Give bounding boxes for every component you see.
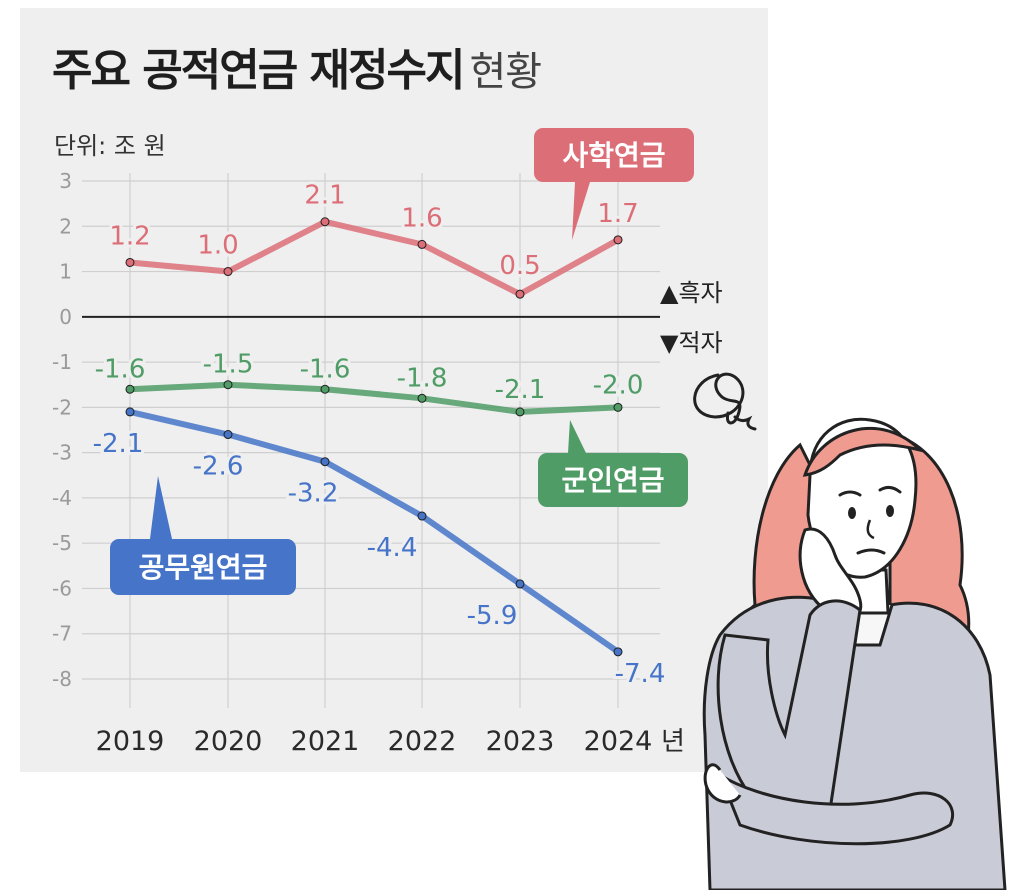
callout-box-private_school [534, 128, 694, 182]
data-point-civil_servant [613, 647, 623, 657]
data-point-military [125, 384, 135, 394]
data-point-military [515, 407, 525, 417]
data-point-private_school [613, 235, 623, 245]
data-label-halo: 0.5 [499, 251, 540, 281]
chart-svg: 3 2 1 0 -1 -2 -3 -4 -5 -6 -7 -8 2019 2020 2021 2022 2023… [52, 128, 723, 757]
data-point-military [223, 380, 233, 390]
data-label-private_school: 1.6 [401, 203, 442, 233]
callout-box-civil_servant [110, 539, 296, 595]
data-label-private_school: 1.7 [597, 199, 638, 229]
data-label-halo: -4.4 [367, 533, 418, 563]
deficit-indicator: ▼적자 [660, 329, 723, 357]
worried-woman-illustration [693, 372, 1007, 890]
data-label-private_school: 1.2 [109, 221, 150, 251]
data-label-private_school: 2.1 [304, 181, 345, 211]
data-point-military [613, 402, 623, 412]
x-tick-label-2019: 2019 [96, 726, 165, 757]
callout-box-military [538, 453, 688, 507]
data-label-halo: -2.1 [495, 375, 546, 405]
data-label-civil_servant: -2.6 [193, 452, 244, 482]
data-label-civil_servant: -2.1 [93, 429, 144, 459]
data-point-private_school [223, 267, 233, 277]
callout-tail-military [568, 420, 586, 453]
data-label-halo: -1.6 [300, 354, 351, 384]
x-tick-label-2022: 2022 [388, 726, 457, 757]
y-tick-label: -7 [52, 622, 72, 646]
y-tick-label: 3 [59, 169, 72, 193]
y-tick-label: 2 [59, 214, 72, 238]
data-point-civil_servant [125, 407, 135, 417]
data-label-civil_servant: -4.4 [367, 533, 418, 563]
data-label-halo: 1.6 [401, 203, 442, 233]
data-point-civil_servant [320, 457, 330, 467]
y-tick-label: -8 [52, 667, 72, 691]
data-label-halo: -2.1 [93, 429, 144, 459]
data-label-private_school: 1.0 [197, 231, 238, 261]
y-tick-label: 1 [59, 260, 72, 284]
surplus-indicator: ▲흑자 [660, 279, 723, 307]
y-tick-label: -5 [52, 531, 72, 555]
chart-panel: 3 2 1 0 -1 -2 -3 -4 -5 -6 -7 -8 2019 2020 2021 2022 2023… [20, 8, 768, 772]
data-point-military [417, 393, 427, 403]
data-point-private_school [320, 217, 330, 227]
y-tick-label: -3 [52, 441, 72, 465]
y-tick-label: -4 [52, 486, 72, 510]
x-axis-suffix: 년 [661, 727, 685, 757]
data-label-private_school: 0.5 [499, 251, 540, 281]
data-label-halo: -1.5 [203, 350, 254, 380]
data-label-halo: -3.2 [288, 479, 339, 509]
arm-crossed [703, 763, 954, 846]
data-label-military: -1.8 [397, 363, 448, 393]
data-label-halo: -2.6 [193, 452, 244, 482]
legend-label-private_school: 사학연금 [562, 139, 665, 172]
legend-label-civil_servant: 공무원연금 [139, 551, 268, 584]
data-label-military: -2.0 [593, 370, 644, 400]
data-label-halo: 1.2 [109, 221, 150, 251]
data-label-civil_servant: -7.4 [615, 659, 666, 689]
data-point-private_school [125, 257, 135, 267]
y-tick-label: 0 [59, 305, 72, 329]
data-point-military [320, 384, 330, 394]
callout-tail-civil_servant [150, 476, 172, 539]
data-label-halo: -1.8 [397, 363, 448, 393]
face [802, 417, 925, 579]
x-tick-label-2021: 2021 [291, 726, 360, 757]
data-label-halo: -2.0 [593, 370, 644, 400]
data-label-civil_servant: -5.9 [467, 601, 518, 631]
data-label-halo: -1.6 [95, 354, 146, 384]
data-label-military: -1.6 [300, 354, 351, 384]
hand-on-cheek [798, 527, 863, 621]
data-label-military: -2.1 [495, 375, 546, 405]
x-tick-label-2024: 2024 [584, 726, 653, 757]
data-point-civil_servant [417, 511, 427, 521]
title-sub: 현황 [469, 49, 542, 95]
series-line-military [127, 381, 621, 415]
chart-title: 주요 공적연금 재정수지 현황 [52, 34, 542, 98]
y-tick-label: -1 [52, 350, 72, 374]
series-line-private_school [127, 218, 621, 298]
data-point-private_school [515, 289, 525, 299]
data-label-halo: 1.0 [197, 231, 238, 261]
series-line-civil_servant [127, 408, 621, 655]
data-label-halo: 1.7 [597, 199, 638, 229]
x-tick-label-2020: 2020 [194, 726, 263, 757]
data-point-civil_servant [515, 579, 525, 589]
x-tick-label-2023: 2023 [486, 726, 555, 757]
y-tick-label: -6 [52, 576, 72, 600]
data-label-halo: -7.4 [615, 659, 666, 689]
unit-label: 단위: 조 원 [54, 132, 166, 160]
title-main: 주요 공적연금 재정수지 [52, 45, 465, 96]
y-tick-label: -2 [52, 395, 72, 419]
data-label-military: -1.5 [203, 350, 254, 380]
data-label-halo: -5.9 [467, 601, 518, 631]
data-label-halo: 2.1 [304, 181, 345, 211]
callout-tail-private_school [572, 182, 590, 240]
data-point-civil_servant [223, 430, 233, 440]
data-point-private_school [417, 239, 427, 249]
legend-label-military: 군인연금 [561, 464, 664, 497]
data-label-civil_servant: -3.2 [288, 479, 339, 509]
data-label-military: -1.6 [95, 354, 146, 384]
worry-scribble-icon [693, 372, 757, 431]
